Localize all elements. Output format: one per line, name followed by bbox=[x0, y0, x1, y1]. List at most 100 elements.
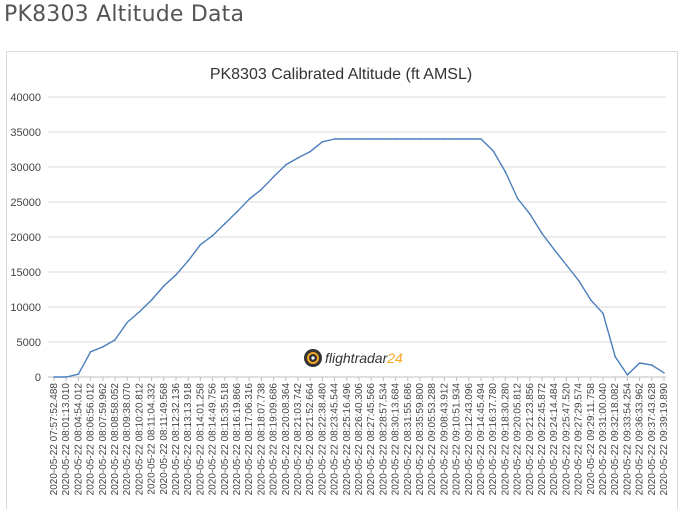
x-tick-label: 2020-05-22 08:30:13.684 bbox=[391, 383, 402, 496]
y-tick-label: 0 bbox=[35, 372, 41, 384]
data-point bbox=[285, 164, 287, 166]
data-point bbox=[150, 299, 153, 301]
x-tick-label: 2020-05-22 08:11:04.332 bbox=[147, 383, 158, 495]
data-point bbox=[529, 213, 531, 215]
data-point bbox=[443, 138, 446, 140]
x-tick-label: 2020-05-22 08:20:08.364 bbox=[281, 383, 292, 496]
x-tick-label: 2020-05-22 09:20:05.812 bbox=[513, 383, 524, 496]
data-point bbox=[138, 311, 141, 313]
x-tick-label: 2020-05-22 08:25:16.496 bbox=[342, 383, 353, 496]
x-tick-label: 2020-05-22 09:14:45.494 bbox=[476, 383, 487, 496]
x-tick-label: 2020-05-22 08:14:49.756 bbox=[208, 383, 219, 496]
data-point bbox=[114, 339, 116, 341]
x-tick-label: 2020-05-22 09:18:30.280 bbox=[500, 383, 511, 496]
x-tick-label: 2020-05-22 08:15:35.518 bbox=[220, 383, 231, 496]
x-tick-label: 2020-05-22 09:32:18.082 bbox=[610, 383, 621, 496]
y-tick-label: 40000 bbox=[10, 92, 41, 104]
data-point bbox=[431, 138, 434, 140]
y-tick-label: 15000 bbox=[10, 267, 41, 279]
data-point bbox=[541, 232, 543, 235]
x-tick-label: 2020-05-22 08:01:13.010 bbox=[61, 383, 72, 496]
x-tick-label: 2020-05-22 09:05:53.288 bbox=[427, 383, 438, 496]
data-point bbox=[614, 355, 616, 358]
data-point bbox=[394, 138, 397, 140]
data-point bbox=[492, 150, 495, 152]
data-point bbox=[321, 141, 324, 143]
data-point bbox=[102, 346, 104, 348]
x-tick-label: 2020-05-22 08:08:58.052 bbox=[110, 383, 121, 496]
data-point bbox=[407, 138, 409, 140]
x-tick-label: 2020-05-22 08:09:38.070 bbox=[122, 383, 133, 496]
data-point bbox=[77, 373, 80, 376]
data-point bbox=[577, 279, 580, 282]
x-tick-label: 2020-05-22 07:57:52.488 bbox=[49, 383, 60, 496]
data-point bbox=[126, 321, 128, 324]
data-point bbox=[236, 211, 238, 213]
x-tick-label: 2020-05-22 08:35:59.800 bbox=[415, 383, 426, 496]
radar-icon-ring bbox=[307, 352, 319, 364]
x-tick-label: 2020-05-22 08:11:49.568 bbox=[159, 383, 170, 495]
data-point bbox=[187, 260, 189, 262]
y-tick-label: 20000 bbox=[10, 232, 41, 244]
chart-title: PK8303 Calibrated Altitude (ft AMSL) bbox=[210, 66, 472, 83]
data-point bbox=[224, 222, 226, 225]
x-tick-label: 2020-05-22 08:17:06.316 bbox=[244, 383, 255, 496]
x-tick-label: 2020-05-22 08:14:01.258 bbox=[195, 383, 206, 496]
data-point bbox=[590, 299, 592, 301]
data-point bbox=[163, 285, 165, 287]
watermark-text: flightradar bbox=[325, 350, 389, 366]
y-tick-label: 10000 bbox=[10, 302, 41, 314]
x-tick-label: 2020-05-22 09:16:37.780 bbox=[488, 383, 499, 496]
x-tick-label: 2020-05-22 09:24:14.484 bbox=[549, 383, 560, 496]
x-tick-label: 2020-05-22 09:29:11.758 bbox=[586, 383, 597, 495]
x-tick-label: 2020-05-22 08:18:07.738 bbox=[256, 383, 267, 496]
data-point bbox=[651, 364, 653, 366]
data-point bbox=[565, 264, 568, 266]
data-point bbox=[211, 234, 214, 237]
data-point bbox=[468, 138, 470, 140]
x-tick-label: 2020-05-22 08:21:03.742 bbox=[293, 383, 304, 496]
altitude-series bbox=[53, 138, 665, 378]
altitude-line bbox=[54, 138, 665, 378]
y-axis: 0 5000 10000 15000 20000 25000 30000 35000 40000 bbox=[10, 92, 41, 384]
x-tick-label: 2020-05-22 08:06:56.012 bbox=[86, 383, 97, 496]
data-point bbox=[309, 150, 312, 153]
x-tick-label: 2020-05-22 09:25:47.520 bbox=[561, 383, 572, 496]
x-tick-label: 2020-05-22 08:31:55.686 bbox=[403, 383, 414, 496]
x-tick-label: 2020-05-22 08:21:52.664 bbox=[305, 383, 316, 496]
x-tick-label: 2020-05-22 08:16:19.866 bbox=[232, 383, 243, 496]
x-tick-label: 2020-05-22 08:13:13.918 bbox=[183, 383, 194, 496]
x-tick-label: 2020-05-22 09:36:33.962 bbox=[635, 383, 646, 496]
data-point bbox=[602, 312, 604, 315]
x-tick-label: 2020-05-22 09:12:43.096 bbox=[464, 383, 475, 496]
radar-icon-dot bbox=[311, 356, 315, 360]
data-point bbox=[553, 248, 555, 251]
y-tick-label: 25000 bbox=[10, 197, 41, 209]
data-point bbox=[175, 274, 177, 276]
x-tick-label: 2020-05-22 08:10:20.812 bbox=[134, 383, 145, 496]
data-point bbox=[272, 176, 275, 178]
x-axis: 2020-05-22 07:57:52.488 2020-05-22 08:01:… bbox=[49, 377, 670, 495]
page-title: PK8303 Altitude Data bbox=[4, 2, 245, 27]
x-tick-label: 2020-05-22 09:10:51.934 bbox=[452, 383, 463, 496]
x-tick-label: 2020-05-22 08:19:09.686 bbox=[269, 383, 280, 496]
data-point bbox=[346, 138, 348, 140]
svg-text:flightradar24: flightradar24 bbox=[325, 350, 403, 366]
x-tick-label: 2020-05-22 09:33:54.254 bbox=[622, 383, 633, 496]
x-tick-label: 2020-05-22 08:22:38.480 bbox=[317, 383, 328, 496]
data-point bbox=[419, 138, 421, 140]
gridlines bbox=[48, 96, 666, 378]
x-tick-label: 2020-05-22 09:31:00.040 bbox=[598, 383, 609, 496]
x-tick-label: 2020-05-22 09:08:43.912 bbox=[439, 383, 450, 496]
flightradar24-watermark: flightradar24 bbox=[304, 349, 403, 367]
y-tick-label: 35000 bbox=[10, 127, 41, 139]
chart-frame bbox=[6, 51, 678, 509]
x-tick-label: 2020-05-22 08:26:40.306 bbox=[354, 383, 365, 496]
x-tick-label: 2020-05-22 08:07:59.962 bbox=[98, 383, 109, 496]
x-tick-label: 2020-05-22 08:28:57.534 bbox=[378, 383, 389, 496]
x-tick-label: 2020-05-22 08:04:54.012 bbox=[73, 383, 84, 496]
x-tick-label: 2020-05-22 09:27:29.574 bbox=[574, 383, 585, 496]
data-point bbox=[370, 138, 373, 140]
x-tick-label: 2020-05-22 09:21:23.856 bbox=[525, 383, 536, 496]
